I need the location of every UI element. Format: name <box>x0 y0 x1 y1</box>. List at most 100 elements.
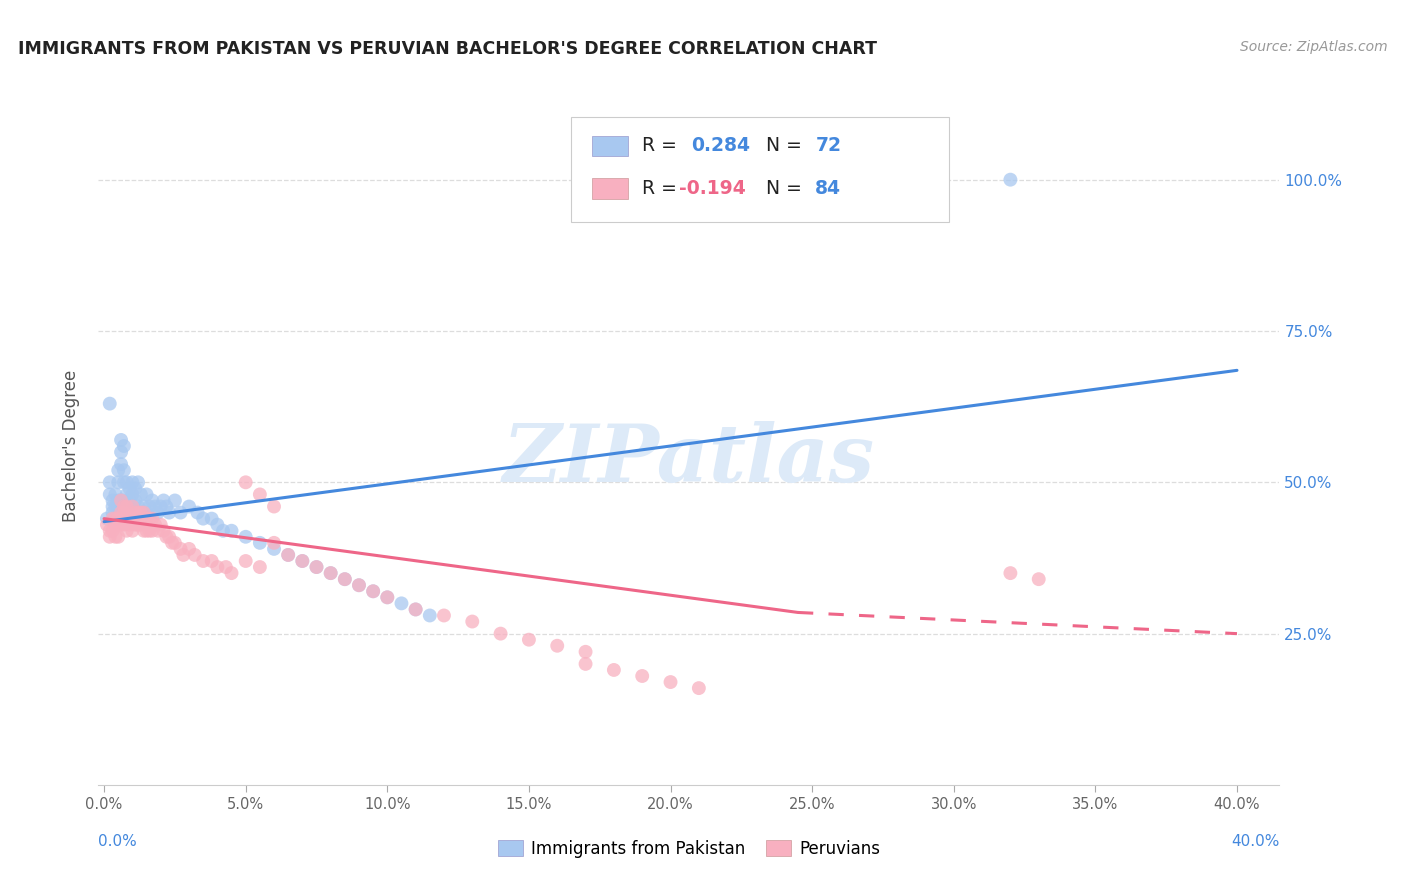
Point <box>405 602 427 616</box>
Point <box>263 536 285 550</box>
Point <box>152 493 174 508</box>
Point <box>391 596 413 610</box>
Point <box>201 554 224 568</box>
Text: N =: N = <box>766 179 807 198</box>
Point <box>405 602 427 616</box>
Point <box>138 500 160 514</box>
Point <box>121 487 143 501</box>
Point <box>263 500 285 514</box>
Point <box>101 506 124 520</box>
Point <box>107 517 129 532</box>
Point <box>129 517 152 532</box>
Point <box>132 524 155 538</box>
Point <box>115 500 138 514</box>
Legend: Immigrants from Pakistan, Peruvians: Immigrants from Pakistan, Peruvians <box>491 833 887 864</box>
Point <box>517 632 540 647</box>
Point <box>1000 172 1022 186</box>
Point <box>141 511 163 525</box>
Point <box>104 487 127 501</box>
Text: 72: 72 <box>815 136 841 155</box>
Point <box>1000 566 1022 580</box>
Point <box>631 669 654 683</box>
Point <box>160 536 183 550</box>
Point <box>135 487 157 501</box>
Point <box>132 500 155 514</box>
Text: ZIPatlas: ZIPatlas <box>503 421 875 499</box>
Point <box>121 511 143 525</box>
Point <box>107 500 129 514</box>
Point <box>121 500 143 514</box>
Point <box>361 584 384 599</box>
Point <box>124 481 146 495</box>
Point <box>155 530 177 544</box>
Point <box>127 506 149 520</box>
Point <box>333 572 356 586</box>
Point <box>291 554 314 568</box>
Point <box>659 675 682 690</box>
Point <box>489 626 512 640</box>
Point <box>118 506 141 520</box>
Point <box>118 481 141 495</box>
Point <box>124 493 146 508</box>
Point <box>163 493 186 508</box>
Point <box>127 517 149 532</box>
Point <box>96 517 118 532</box>
Point <box>361 584 384 599</box>
Point <box>141 524 163 538</box>
Point <box>574 645 596 659</box>
Point <box>112 493 135 508</box>
Text: 40.0%: 40.0% <box>1232 834 1279 849</box>
Point <box>546 639 568 653</box>
Y-axis label: Bachelor's Degree: Bachelor's Degree <box>62 370 80 522</box>
Point <box>104 517 127 532</box>
Point <box>157 530 180 544</box>
Point <box>112 463 135 477</box>
Point <box>163 536 186 550</box>
Point <box>104 530 127 544</box>
Point <box>121 524 143 538</box>
Point <box>319 566 342 580</box>
Point <box>138 524 160 538</box>
Text: 84: 84 <box>815 179 841 198</box>
Point <box>96 511 118 525</box>
Text: IMMIGRANTS FROM PAKISTAN VS PERUVIAN BACHELOR'S DEGREE CORRELATION CHART: IMMIGRANTS FROM PAKISTAN VS PERUVIAN BAC… <box>18 40 877 58</box>
Text: 0.0%: 0.0% <box>98 834 138 849</box>
Point <box>146 524 169 538</box>
Point <box>249 536 271 550</box>
FancyBboxPatch shape <box>571 117 949 222</box>
FancyBboxPatch shape <box>592 136 627 156</box>
Point <box>235 554 257 568</box>
Point <box>110 445 132 459</box>
Point <box>263 541 285 556</box>
Point <box>215 560 238 574</box>
Point <box>98 487 121 501</box>
Point <box>1028 572 1050 586</box>
Point <box>107 530 129 544</box>
Point <box>101 524 124 538</box>
Point <box>110 457 132 471</box>
Point <box>115 511 138 525</box>
Text: -0.194: -0.194 <box>679 179 747 198</box>
Point <box>132 506 155 520</box>
Point <box>249 560 271 574</box>
Point <box>118 511 141 525</box>
Point <box>98 524 121 538</box>
Point <box>333 572 356 586</box>
Point <box>104 511 127 525</box>
Point <box>110 433 132 447</box>
Point <box>433 608 456 623</box>
Point <box>193 511 215 525</box>
Text: R =: R = <box>641 136 682 155</box>
Point <box>375 591 398 605</box>
Point <box>118 493 141 508</box>
Point <box>98 475 121 490</box>
Point <box>129 506 152 520</box>
Point <box>291 554 314 568</box>
Point <box>193 554 215 568</box>
Point <box>277 548 299 562</box>
Point <box>149 517 172 532</box>
Point <box>157 506 180 520</box>
Point <box>101 500 124 514</box>
Point <box>249 487 271 501</box>
Point <box>115 475 138 490</box>
